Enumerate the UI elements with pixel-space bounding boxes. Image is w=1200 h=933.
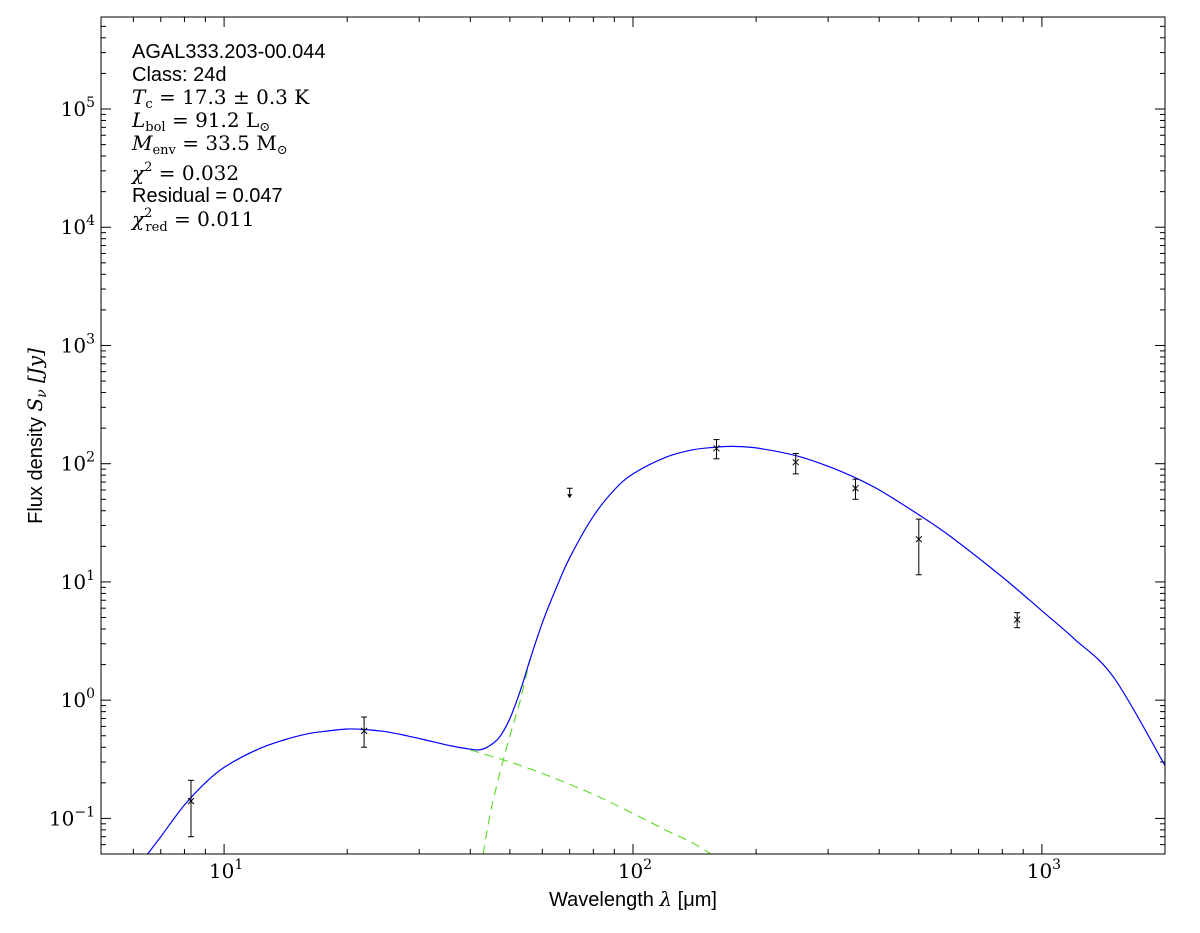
envelope-mass-value: = 33.5 M [176, 131, 277, 155]
model-components [470, 659, 712, 854]
envelope-mass-sub: env [152, 143, 176, 158]
x-tick-base: 10 [209, 859, 234, 883]
luminosity-symbol: L [131, 108, 145, 132]
y-tick-base: 10 [61, 452, 86, 476]
point-marker-b [360, 727, 368, 735]
y-axis-label: Flux density Sν [Jy] [23, 348, 50, 524]
chi-squared-value: = 0.032 [152, 161, 239, 185]
x-tick-label: 103 [1027, 857, 1061, 883]
reduced-chi-squared-value: = 0.011 [168, 207, 255, 231]
reduced-chi-squared-symbol: χ [130, 207, 146, 231]
y-tick-exponent: 1 [86, 568, 95, 584]
chi-squared-label: χ2 = 0.032 [130, 160, 239, 185]
warm-component-curve [470, 749, 712, 854]
envelope-mass-symbol: M [131, 131, 153, 155]
reduced-chi-squared-label: χ2 red = 0.011 [130, 206, 254, 235]
data-point [852, 478, 859, 500]
data-point [915, 518, 923, 576]
envelope-mass-unit-sub: ⊙ [277, 143, 288, 158]
y-tick-label: 10−1 [49, 804, 95, 830]
x-axis-label-unit: [μm] [672, 889, 717, 911]
data-point [187, 779, 195, 838]
model-curve [147, 445, 1165, 854]
minor-ticks [100, 16, 1166, 855]
y-tick-exponent: 2 [86, 450, 95, 466]
y-tick-label: 104 [61, 213, 95, 239]
y-tick-base: 10 [61, 570, 86, 594]
y-tick-exponent: 4 [86, 213, 95, 229]
residual-label: Residual = 0.047 [132, 185, 283, 207]
y-tick-label: 102 [61, 450, 95, 476]
envelope-mass-label: Menv = 33.5 M⊙ [131, 131, 288, 158]
x-tick-base: 10 [618, 859, 643, 883]
y-axis-label-text: Flux density [25, 412, 47, 524]
y-axis-label-sub: ν [34, 389, 50, 398]
reduced-chi-squared-sup: 2 [144, 206, 152, 221]
point-marker-b [915, 535, 923, 543]
total-model-curve [147, 445, 1165, 854]
fit-annotations: AGAL333.203-00.044 Class: 24d Tc = 17.3 … [130, 41, 326, 235]
y-tick-exponent: 3 [86, 331, 95, 347]
y-tick-label: 103 [61, 331, 95, 357]
point-marker-b [792, 458, 800, 466]
y-tick-label: 100 [61, 686, 95, 712]
y-tick-base: 10 [49, 806, 74, 830]
y-tick-base: 10 [61, 333, 86, 357]
chi-squared-symbol: χ [130, 161, 146, 185]
luminosity-value: = 91.2 L [166, 108, 260, 132]
y-tick-base: 10 [61, 688, 86, 712]
luminosity-label: Lbol = 91.2 L⊙ [131, 108, 270, 135]
temperature-value: = 17.3 ± 0.3 K [153, 85, 311, 109]
x-tick-exponent: 2 [643, 857, 652, 873]
luminosity-sub: bol [145, 120, 165, 135]
point-marker-b [852, 484, 859, 492]
x-tick-label: 102 [618, 857, 652, 883]
y-tick-exponent: 0 [86, 686, 95, 702]
reduced-chi-squared-sub: red [145, 220, 167, 235]
source-name: AGAL333.203-00.044 [132, 41, 326, 63]
data-point [1013, 612, 1021, 629]
x-tick-exponent: 3 [1052, 857, 1061, 873]
upper-limit-point [566, 487, 573, 499]
y-tick-base: 10 [61, 215, 86, 239]
class-label: Class: 24d [132, 64, 227, 86]
data-point [792, 452, 800, 475]
y-tick-label: 105 [61, 95, 95, 121]
temperature-sub: c [145, 97, 152, 112]
plot-frame [100, 16, 1166, 855]
cold-component-curve [482, 659, 531, 854]
x-tick-labels: 101 102 103 [209, 857, 1061, 883]
point-marker-b [187, 797, 195, 805]
x-axis-label-symbol: λ [658, 887, 672, 911]
x-tick-label: 101 [209, 857, 243, 883]
y-tick-label: 101 [61, 568, 95, 594]
temperature-symbol: T [132, 85, 147, 109]
data-points [187, 439, 1021, 838]
y-tick-base: 10 [61, 97, 86, 121]
x-axis-label: Wavelength λ [μm] [549, 887, 717, 911]
x-tick-exponent: 1 [234, 857, 243, 873]
upper-limit-arrow [567, 494, 573, 499]
y-tick-exponent: −1 [74, 804, 95, 820]
major-ticks [101, 17, 1165, 854]
plot-area [101, 17, 1165, 854]
y-axis-label-symbol: S [23, 398, 47, 412]
temperature-label: Tc = 17.3 ± 0.3 K [132, 85, 310, 112]
plot-background [101, 17, 1165, 854]
luminosity-unit-sub: ⊙ [259, 120, 270, 135]
x-tick-base: 10 [1027, 859, 1052, 883]
data-point [360, 716, 368, 748]
point-marker-b [713, 444, 720, 452]
x-axis-label-text: Wavelength [549, 889, 659, 911]
y-tick-exponent: 5 [86, 95, 95, 111]
data-point [713, 439, 720, 460]
chi-squared-sup: 2 [144, 160, 152, 175]
point-marker-b [1013, 616, 1021, 623]
y-axis-label-unit: [Jy] [23, 348, 47, 389]
